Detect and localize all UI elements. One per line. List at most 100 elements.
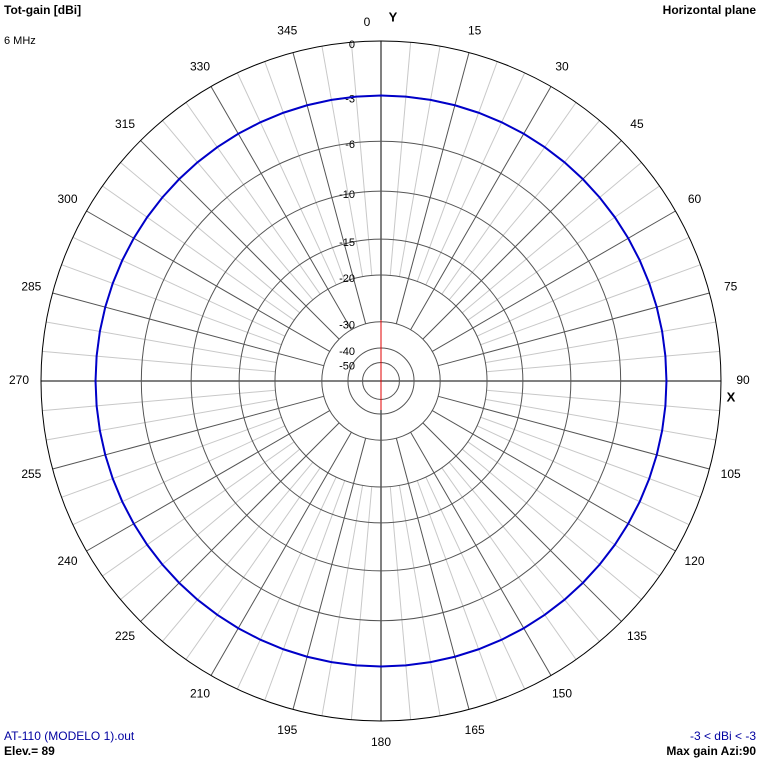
- spoke: [422, 422, 622, 622]
- minor-spoke: [467, 441, 660, 577]
- spoke: [52, 292, 324, 367]
- spoke: [410, 86, 552, 330]
- angle-label: 15: [468, 24, 482, 38]
- minor-spoke: [461, 162, 642, 314]
- spoke: [432, 410, 676, 552]
- minor-spoke: [486, 350, 720, 373]
- minor-spoke: [389, 486, 412, 720]
- spoke: [395, 438, 470, 710]
- minor-spoke: [185, 102, 321, 295]
- minor-spoke: [46, 321, 277, 364]
- spoke: [438, 292, 710, 367]
- minor-spoke: [480, 264, 701, 346]
- angle-label: 165: [465, 723, 485, 737]
- angle-label: 225: [115, 629, 135, 643]
- max-gain-label: Max gain Azi:90: [666, 744, 756, 758]
- angle-label: 135: [627, 629, 647, 643]
- minor-spoke: [120, 162, 301, 314]
- angle-label: 330: [190, 60, 210, 74]
- angle-label: 210: [190, 687, 210, 701]
- ring: [238, 238, 524, 524]
- minor-spoke: [480, 416, 701, 498]
- ring-label: -30: [339, 320, 355, 332]
- minor-spoke: [264, 480, 346, 701]
- ring-label: -50: [339, 360, 355, 372]
- minor-spoke: [389, 42, 412, 276]
- angle-label: 120: [684, 554, 704, 568]
- minor-spoke: [61, 416, 282, 498]
- frequency: 6 MHz: [4, 35, 36, 47]
- minor-spoke: [162, 461, 314, 642]
- minor-spoke: [42, 389, 276, 412]
- spoke: [395, 52, 470, 324]
- spoke: [86, 210, 330, 352]
- angle-label: 300: [57, 192, 77, 206]
- angle-label: 150: [552, 687, 572, 701]
- spoke: [422, 140, 622, 340]
- minor-spoke: [236, 476, 337, 690]
- ring: [140, 140, 622, 622]
- minor-spoke: [42, 350, 276, 373]
- ring: [274, 274, 488, 488]
- range-label: -3 < dBi < -3: [690, 729, 756, 743]
- minor-spoke: [416, 61, 498, 282]
- spoke: [432, 210, 676, 352]
- minor-spoke: [476, 236, 690, 337]
- spoke: [52, 395, 324, 470]
- minor-spoke: [485, 398, 716, 441]
- minor-spoke: [350, 42, 373, 276]
- minor-spoke: [264, 61, 346, 282]
- file-label: AT-110 (MODELO 1).out: [4, 729, 135, 743]
- spoke: [210, 432, 352, 676]
- minor-spoke: [236, 72, 337, 286]
- minor-spoke: [476, 425, 690, 526]
- minor-spoke: [321, 485, 364, 716]
- minor-spoke: [350, 486, 373, 720]
- spoke: [438, 395, 710, 470]
- minor-spoke: [486, 389, 720, 412]
- minor-spoke: [72, 236, 286, 337]
- minor-spoke: [162, 120, 314, 301]
- minor-spoke: [321, 46, 364, 277]
- angle-label: 180: [371, 735, 391, 749]
- angle-label: 90: [736, 373, 750, 387]
- minor-spoke: [441, 102, 577, 295]
- x-axis-label: X: [727, 389, 736, 404]
- angle-label: 315: [115, 117, 135, 131]
- ring-label: -3: [345, 93, 355, 105]
- ring-label: 0: [349, 39, 355, 51]
- pattern: [94, 94, 668, 668]
- spoke: [410, 432, 552, 676]
- spoke: [140, 422, 340, 622]
- minor-spoke: [398, 46, 441, 277]
- angle-label: 345: [277, 24, 297, 38]
- chart-subtitle: Horizontal plane: [663, 3, 757, 17]
- minor-spoke: [467, 185, 660, 321]
- minor-spoke: [120, 448, 301, 600]
- angle-label: 30: [555, 60, 569, 74]
- minor-spoke: [72, 425, 286, 526]
- ring: [40, 40, 722, 722]
- minor-spoke: [425, 476, 526, 690]
- angle-label: 0: [364, 15, 371, 29]
- minor-spoke: [461, 448, 642, 600]
- y-axis-label: Y: [389, 9, 398, 24]
- minor-spoke: [185, 467, 321, 660]
- spoke: [292, 438, 367, 710]
- spoke: [210, 86, 352, 330]
- minor-spoke: [102, 185, 295, 321]
- angle-label: 240: [57, 554, 77, 568]
- angle-label: 60: [688, 192, 702, 206]
- minor-spoke: [448, 461, 600, 642]
- angle-label: 195: [277, 723, 297, 737]
- minor-spoke: [61, 264, 282, 346]
- minor-spoke: [425, 72, 526, 286]
- spoke: [140, 140, 340, 340]
- minor-spoke: [448, 120, 600, 301]
- elevation-label: Elev.= 89: [4, 744, 55, 758]
- ring-label: -40: [339, 346, 355, 358]
- minor-spoke: [102, 441, 295, 577]
- minor-spoke: [398, 485, 441, 716]
- minor-spoke: [441, 467, 577, 660]
